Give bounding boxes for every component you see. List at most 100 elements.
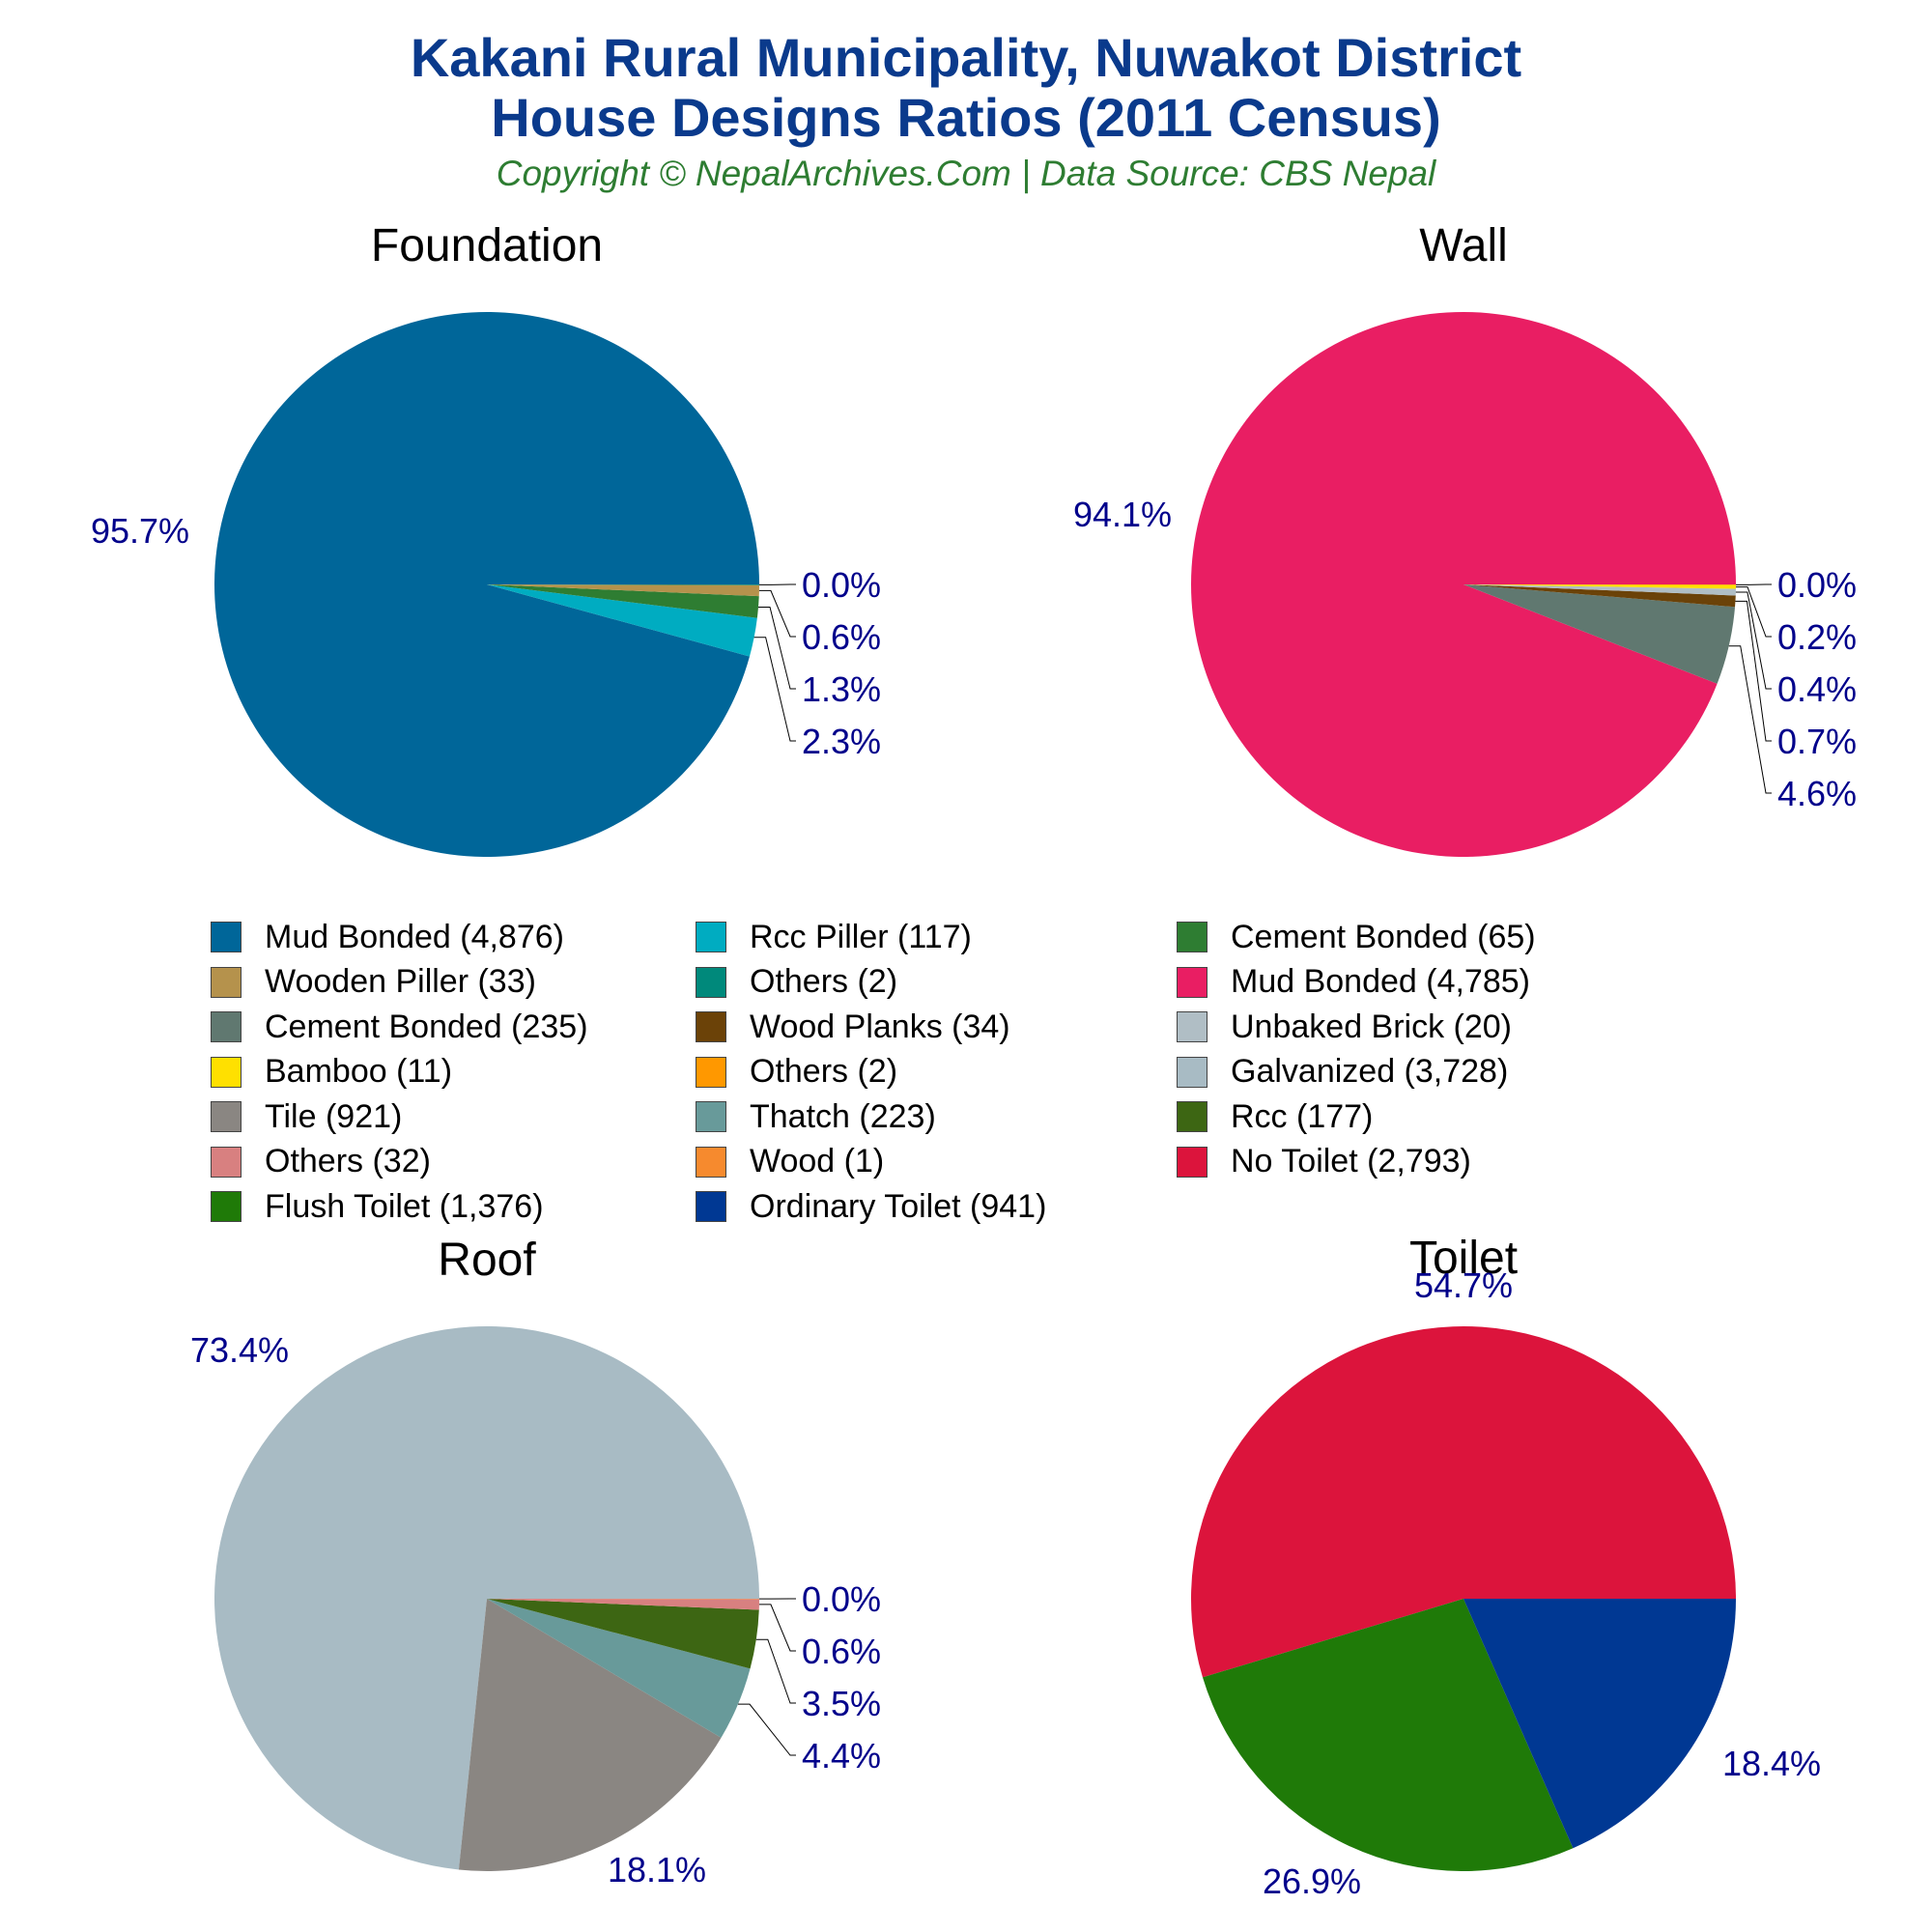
legend-label: Others (2): [750, 963, 898, 1000]
legend-label: Others (32): [265, 1143, 431, 1179]
legend-swatch: [696, 1146, 726, 1178]
pie-pct-label: 0.0%: [802, 565, 881, 605]
legend-item: Cement Bonded (65): [1177, 916, 1536, 958]
pie-leader-line: [1728, 645, 1772, 794]
legend-swatch: [211, 1056, 242, 1088]
pie-title: Wall: [1419, 220, 1508, 271]
pie-pct-label: 0.2%: [1777, 617, 1857, 657]
pie-chart-roof: Roof 73.4% 18.1% 0.0% 0.6% 3.5% 4.4%: [190, 1235, 881, 1889]
pie-pct-label: 3.5%: [802, 1684, 881, 1723]
legend-item: Mud Bonded (4,876): [211, 916, 564, 958]
pie-slice-wooden-piller: [487, 584, 759, 597]
legend-swatch: [211, 922, 242, 952]
pie-pct-label: 18.1%: [608, 1850, 706, 1889]
pie-leader-line: [758, 589, 796, 638]
pie-slice-cement-bonded: [487, 584, 759, 618]
pie-pct-label: 0.6%: [802, 1632, 881, 1671]
pie-leader-line: [758, 1604, 796, 1652]
pie-pct-label: 0.0%: [1777, 565, 1857, 605]
pie-leader-line: [755, 1638, 796, 1704]
pie-slice-no-toilet: [1191, 1325, 1736, 1678]
pie-slice-others: [1463, 584, 1736, 585]
legend-swatch: [1177, 966, 1208, 998]
legend-label: Others (2): [750, 1053, 898, 1090]
pie-title: Foundation: [371, 220, 603, 271]
legend-swatch: [211, 1146, 242, 1178]
pie-slice-others: [487, 1599, 759, 1610]
pie-pct-label: 54.7%: [1414, 1265, 1513, 1305]
legend-label: Cement Bonded (235): [265, 1008, 588, 1045]
legend-swatch: [1177, 1146, 1208, 1178]
pie-slice-galvanized: [213, 1325, 759, 1870]
pie-title: Toilet: [1409, 1233, 1518, 1284]
legend-item: Rcc (177): [1177, 1095, 1373, 1138]
pie-slice-rcc: [487, 1599, 759, 1669]
legend-label: Cement Bonded (65): [1231, 918, 1536, 955]
pie-pct-label: 73.4%: [190, 1330, 289, 1370]
legend-swatch: [1177, 1101, 1208, 1132]
pie-leader-line: [1735, 600, 1772, 742]
legend-item: Wood Planks (34): [696, 1006, 1010, 1048]
copyright-note: Copyright © NepalArchives.Com | Data Sou…: [496, 154, 1436, 193]
pie-chart-wall: Wall 94.1% 0.0% 0.2% 0.4% 0.7% 4.6%: [1073, 220, 1857, 858]
legend-item: Wood (1): [696, 1141, 884, 1183]
legend-swatch: [696, 1191, 726, 1222]
legend-item: Cement Bonded (235): [211, 1006, 588, 1048]
pie-slice-flush-toilet: [1202, 1599, 1574, 1871]
pie-pct-label: 4.6%: [1777, 774, 1857, 813]
legend-label: Wood Planks (34): [750, 1008, 1010, 1045]
pie-pct-label: 0.6%: [802, 617, 881, 657]
legend-label: Mud Bonded (4,876): [265, 918, 564, 955]
pie-slice-others: [487, 584, 759, 585]
pie-pct-label: 0.7%: [1777, 722, 1857, 761]
legend-item: No Toilet (2,793): [1177, 1141, 1471, 1183]
pie-leader-line: [753, 637, 796, 742]
legend-label: Rcc (177): [1231, 1097, 1374, 1135]
chart-title-line2: House Designs Ratios (2011 Census): [491, 87, 1441, 148]
legend-swatch: [1177, 1056, 1208, 1088]
pie-slice-wood-planks: [1463, 584, 1736, 608]
pie-pct-label: 4.4%: [802, 1736, 881, 1776]
legend-swatch: [1177, 1011, 1208, 1042]
pie-leader-line: [738, 1703, 796, 1756]
pie-slice-rcc-piller: [487, 584, 757, 657]
legend-swatch: [211, 1191, 242, 1222]
pie-slice-thatch: [487, 1599, 751, 1738]
legend-label: Unbaked Brick (20): [1231, 1008, 1513, 1045]
legend-item: Unbaked Brick (20): [1177, 1006, 1512, 1048]
pie-slice-cement-bonded: [1463, 584, 1736, 684]
legend-item: Thatch (223): [696, 1095, 936, 1138]
pie-slice-tile: [458, 1599, 722, 1872]
legend-item: Mud Bonded (4,785): [1177, 961, 1530, 1004]
legend-label: Thatch (223): [750, 1097, 936, 1135]
chart-title-line1: Kakani Rural Municipality, Nuwakot Distr…: [410, 27, 1522, 88]
pie-pct-label: 18.4%: [1722, 1744, 1821, 1783]
pie-slice-ordinary-toilet: [1463, 1599, 1736, 1849]
pie-chart-foundation: Foundation 95.7% 0.0% 0.6% 1.3% 2.3%: [91, 220, 881, 857]
legend-item: Bamboo (11): [211, 1051, 452, 1094]
pie-slice-mud-bonded: [213, 311, 759, 857]
legend-item: Wooden Piller (33): [211, 961, 536, 1004]
legend-item: Rcc Piller (117): [696, 916, 972, 958]
legend-swatch: [211, 1101, 242, 1132]
legend-label: Wooden Piller (33): [265, 963, 536, 1000]
pie-leader-line: [1735, 591, 1772, 690]
legend-swatch: [696, 1101, 726, 1132]
legend-label: Mud Bonded (4,785): [1231, 963, 1530, 1000]
pie-leader-line: [1735, 586, 1772, 638]
pie-slice-bamboo: [1463, 584, 1736, 589]
pie-slice-unbaked-brick: [1463, 584, 1736, 596]
pie-title: Roof: [438, 1235, 536, 1286]
legend-label: No Toilet (2,793): [1231, 1143, 1471, 1179]
pie-pct-label: 1.3%: [802, 669, 881, 709]
pie-pct-label: 94.1%: [1073, 495, 1172, 534]
legend-item: Galvanized (3,728): [1177, 1051, 1508, 1094]
legend-swatch: [211, 1011, 242, 1042]
pie-pct-label: 95.7%: [91, 511, 189, 551]
pie-pct-label: 0.4%: [1777, 669, 1857, 709]
legend-item: Tile (921): [211, 1095, 402, 1138]
legend-item: Ordinary Toilet (941): [696, 1185, 1046, 1228]
legend-label: Galvanized (3,728): [1231, 1053, 1509, 1090]
legend-item: Others (2): [696, 961, 897, 1004]
